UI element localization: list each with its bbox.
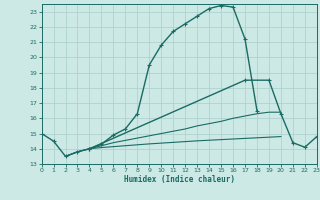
X-axis label: Humidex (Indice chaleur): Humidex (Indice chaleur): [124, 175, 235, 184]
